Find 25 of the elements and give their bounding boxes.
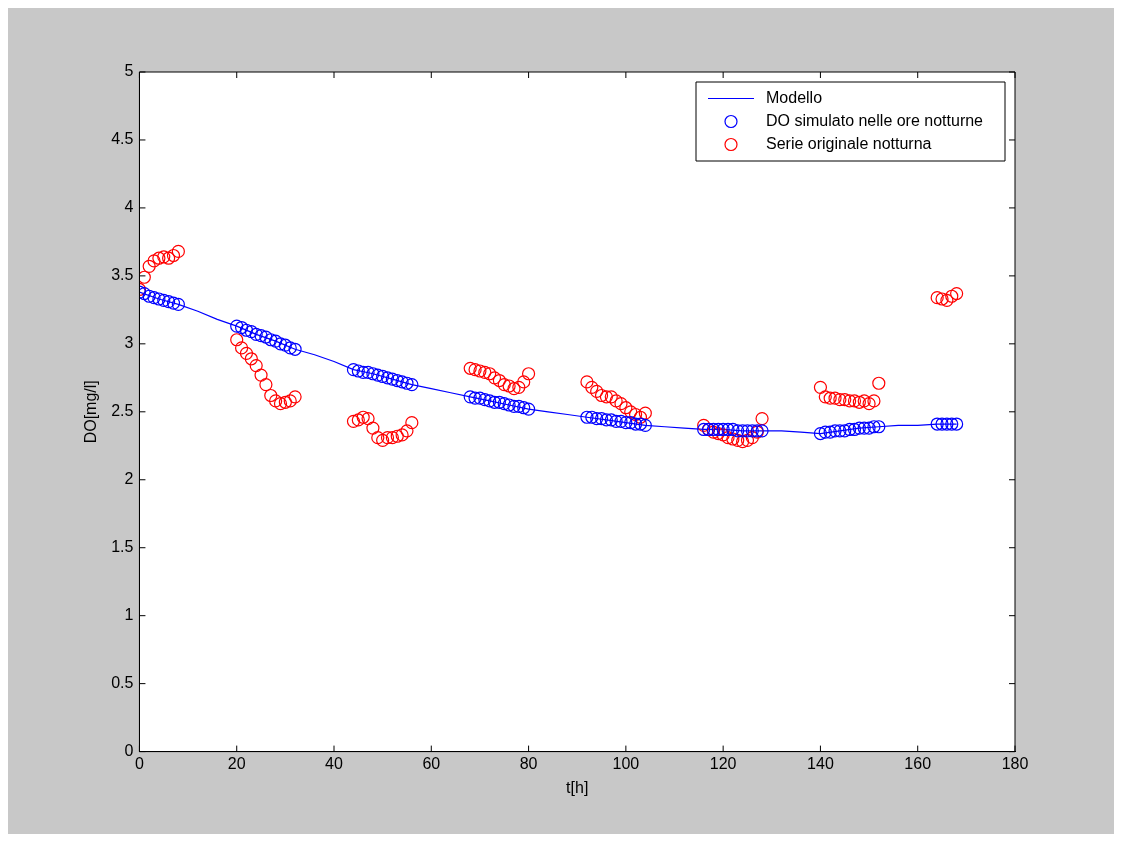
x-tick-label: 120 [709, 754, 737, 772]
y-tick-label: 0 [124, 742, 134, 760]
legend-label: DO simulato nelle ore notturne [766, 111, 984, 129]
y-tick-label: 0.5 [111, 674, 134, 692]
y-tick-label: 1.5 [111, 538, 134, 556]
legend-label: Serie originale notturna [766, 134, 932, 152]
y-tick-label: 3.5 [111, 266, 134, 284]
x-tick-label: 100 [612, 754, 640, 772]
x-tick-label: 140 [807, 754, 834, 772]
x-tick-label: 180 [1001, 754, 1029, 772]
x-axis-title: t[h] [566, 778, 589, 796]
x-tick-label: 80 [519, 754, 538, 772]
x-tick-label: 60 [422, 754, 441, 772]
y-tick-label: 4.5 [111, 130, 134, 148]
y-tick-label: 2.5 [111, 402, 134, 420]
y-tick-label: 3 [124, 334, 134, 352]
legend-label: Modello [766, 88, 823, 106]
x-tick-label: 20 [227, 754, 246, 772]
y-tick-label: 2 [124, 470, 134, 488]
x-tick-label: 40 [325, 754, 344, 772]
y-axis-title: DO[mg/l] [82, 380, 100, 444]
y-tick-label: 1 [124, 606, 134, 624]
y-tick-label: 4 [124, 198, 134, 216]
y-tick-label: 5 [124, 62, 134, 80]
x-tick-label: 160 [904, 754, 932, 772]
